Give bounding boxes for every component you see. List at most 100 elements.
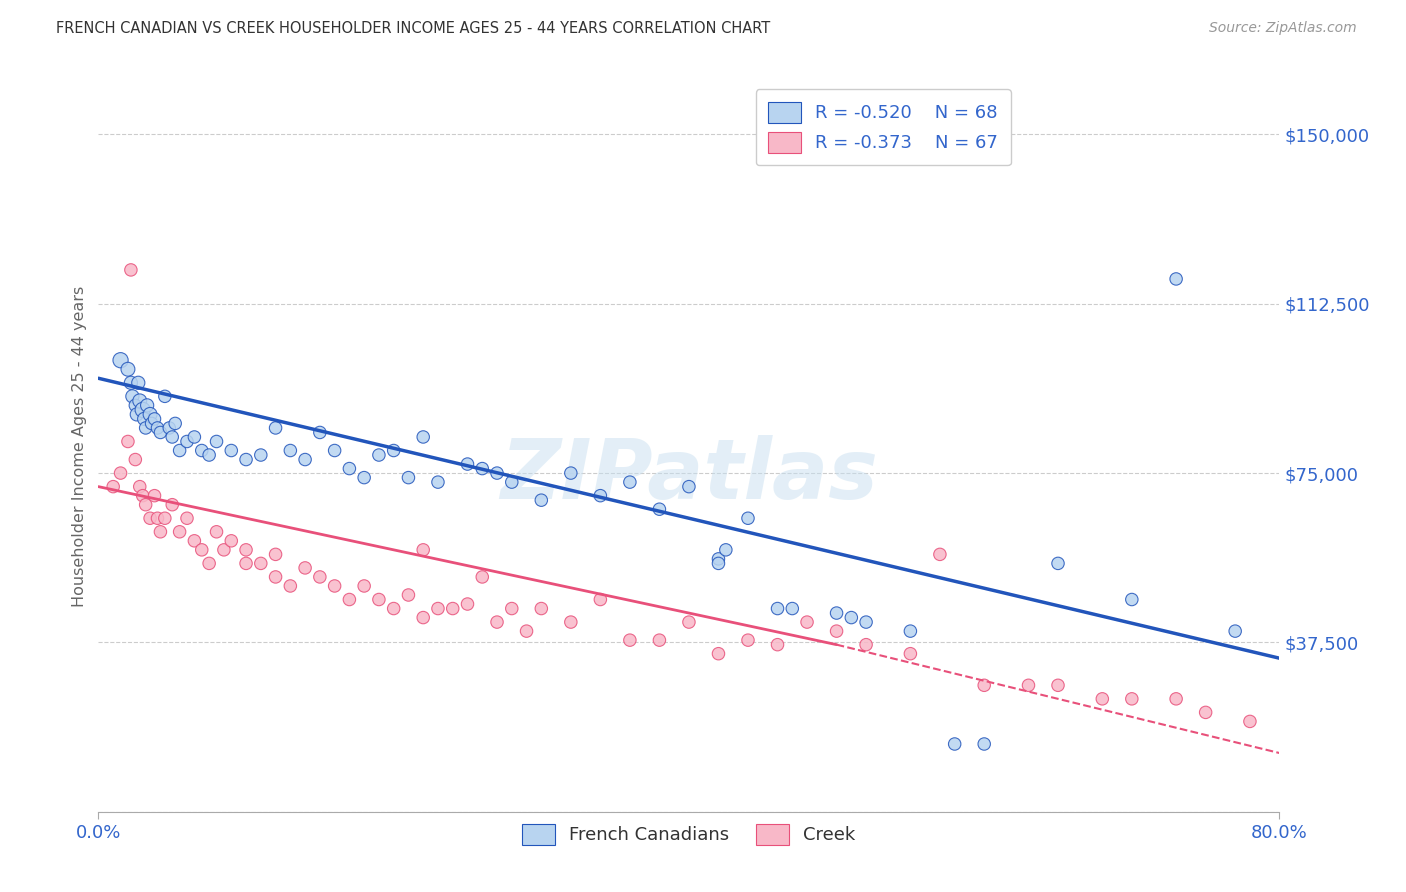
Point bbox=[121, 389, 143, 403]
Point bbox=[323, 579, 346, 593]
Point bbox=[707, 647, 730, 661]
Point bbox=[796, 615, 818, 629]
Point bbox=[382, 443, 405, 458]
Point bbox=[128, 393, 150, 408]
Point bbox=[141, 417, 163, 431]
Point bbox=[146, 511, 169, 525]
Point bbox=[486, 615, 509, 629]
Point bbox=[398, 588, 420, 602]
Point bbox=[427, 601, 450, 615]
Point bbox=[412, 542, 434, 557]
Point bbox=[153, 389, 176, 403]
Point bbox=[132, 403, 155, 417]
Point bbox=[235, 557, 257, 571]
Point bbox=[973, 737, 995, 751]
Point bbox=[766, 638, 789, 652]
Point bbox=[165, 417, 187, 431]
Point bbox=[737, 511, 759, 525]
Point bbox=[339, 592, 361, 607]
Point bbox=[323, 443, 346, 458]
Point bbox=[560, 615, 582, 629]
Point bbox=[766, 601, 789, 615]
Text: ZIPatlas: ZIPatlas bbox=[501, 434, 877, 516]
Point bbox=[139, 408, 162, 422]
Point bbox=[309, 425, 332, 440]
Point bbox=[339, 461, 361, 475]
Point bbox=[841, 610, 863, 624]
Point bbox=[149, 524, 172, 539]
Point bbox=[103, 480, 125, 494]
Point bbox=[110, 466, 132, 480]
Point bbox=[648, 633, 671, 648]
Point bbox=[120, 376, 142, 390]
Point bbox=[1018, 678, 1040, 692]
Point bbox=[973, 678, 995, 692]
Point bbox=[309, 570, 332, 584]
Point bbox=[441, 601, 464, 615]
Text: Source: ZipAtlas.com: Source: ZipAtlas.com bbox=[1209, 21, 1357, 35]
Point bbox=[427, 475, 450, 489]
Point bbox=[619, 475, 641, 489]
Point bbox=[205, 434, 228, 449]
Point bbox=[457, 597, 479, 611]
Point bbox=[153, 511, 176, 525]
Point bbox=[143, 412, 166, 426]
Point bbox=[198, 557, 221, 571]
Point bbox=[135, 421, 157, 435]
Point bbox=[250, 557, 273, 571]
Point bbox=[157, 421, 180, 435]
Point bbox=[212, 542, 235, 557]
Point bbox=[162, 430, 183, 444]
Point bbox=[1166, 691, 1188, 706]
Point bbox=[169, 524, 191, 539]
Point bbox=[1121, 691, 1143, 706]
Point bbox=[471, 570, 494, 584]
Point bbox=[134, 412, 156, 426]
Point bbox=[136, 398, 159, 412]
Point bbox=[486, 466, 509, 480]
Point bbox=[176, 511, 198, 525]
Point bbox=[117, 434, 139, 449]
Point bbox=[707, 552, 730, 566]
Point bbox=[900, 624, 922, 639]
Point bbox=[855, 638, 877, 652]
Point bbox=[1047, 678, 1070, 692]
Point bbox=[183, 533, 205, 548]
Point bbox=[294, 561, 316, 575]
Point bbox=[707, 557, 730, 571]
Point bbox=[1121, 592, 1143, 607]
Point bbox=[1239, 714, 1261, 729]
Point bbox=[250, 448, 273, 462]
Point bbox=[235, 542, 257, 557]
Point bbox=[124, 398, 146, 412]
Point bbox=[560, 466, 582, 480]
Point bbox=[235, 452, 257, 467]
Point bbox=[382, 601, 405, 615]
Point bbox=[516, 624, 538, 639]
Point bbox=[264, 421, 287, 435]
Point bbox=[120, 263, 142, 277]
Point bbox=[162, 498, 183, 512]
Point bbox=[1091, 691, 1114, 706]
Point bbox=[264, 547, 287, 561]
Point bbox=[471, 461, 494, 475]
Point bbox=[855, 615, 877, 629]
Point bbox=[280, 443, 302, 458]
Point bbox=[191, 542, 214, 557]
Point bbox=[176, 434, 198, 449]
Point bbox=[825, 624, 848, 639]
Point bbox=[943, 737, 966, 751]
Point bbox=[457, 457, 479, 471]
Point bbox=[169, 443, 191, 458]
Point bbox=[353, 579, 375, 593]
Point bbox=[353, 470, 375, 484]
Y-axis label: Householder Income Ages 25 - 44 years: Householder Income Ages 25 - 44 years bbox=[72, 285, 87, 607]
Point bbox=[132, 489, 155, 503]
Point bbox=[191, 443, 214, 458]
Point bbox=[825, 606, 848, 620]
Point bbox=[146, 421, 169, 435]
Point bbox=[1225, 624, 1247, 639]
Point bbox=[737, 633, 759, 648]
Point bbox=[128, 480, 150, 494]
Point bbox=[1166, 272, 1188, 286]
